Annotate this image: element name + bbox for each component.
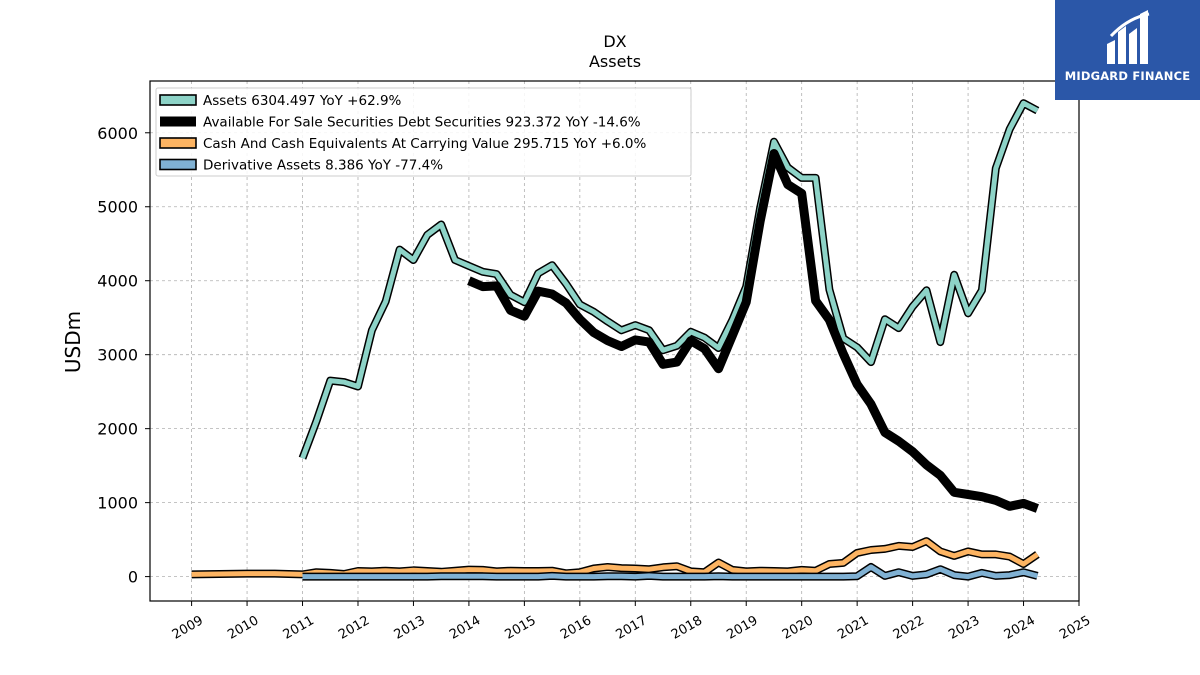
x-tick-label: 2011 — [281, 613, 317, 643]
x-tick-label: 2022 — [891, 613, 927, 643]
y-tick-label: 2000 — [97, 420, 138, 439]
series-line-derivative-assets — [302, 564, 1039, 580]
y-tick-label: 3000 — [97, 346, 138, 365]
series-line-available-for-sale-securities-debt-securities — [467, 149, 1039, 513]
y-tick-label: 4000 — [97, 272, 138, 291]
y-axis-label: USDm — [61, 311, 85, 373]
x-tick-label: 2021 — [835, 613, 871, 643]
x-tick-label: 2019 — [724, 613, 760, 643]
series-line-assets — [300, 100, 1039, 460]
x-tick-label: 2025 — [1057, 613, 1093, 643]
x-tick-label: 2009 — [170, 613, 206, 643]
x-tick-label: 2016 — [558, 613, 594, 643]
y-tick-label: 5000 — [97, 198, 138, 217]
brand-logo: MIDGARD FINANCE — [1055, 0, 1200, 100]
legend: Assets 6304.497 YoY +62.9% Available For … — [155, 87, 692, 177]
chart-title: DX — [603, 32, 626, 51]
x-tick-label: 2017 — [613, 613, 649, 643]
series-line-cash-and-cash-equivalents-at-carrying-value — [191, 538, 1039, 577]
plot-frame — [149, 80, 1080, 602]
y-axis-ticks: 0 1000 2000 3000 4000 5000 6000 — [97, 124, 150, 587]
logo-text: MIDGARD FINANCE — [1064, 69, 1191, 83]
x-tick-label: 2024 — [1002, 613, 1038, 643]
x-tick-label: 2010 — [225, 613, 261, 643]
legend-label-cash-and-cash-equivalents-at-carrying-value: Cash And Cash Equivalents At Carrying Va… — [203, 136, 647, 152]
legend-swatch-derivative-assets — [159, 158, 197, 171]
y-tick-label: 1000 — [97, 494, 138, 513]
x-tick-label: 2018 — [669, 613, 705, 643]
x-tick-label: 2013 — [392, 613, 428, 643]
x-tick-label: 2015 — [503, 613, 539, 643]
x-tick-label: 2014 — [447, 613, 483, 643]
legend-swatch-cash-and-cash-equivalents-at-carrying-value — [159, 137, 197, 149]
series-lines — [191, 99, 1040, 581]
legend-label-available-for-sale-securities-debt-securities: Available For Sale Securities Debt Secur… — [203, 115, 641, 131]
y-tick-label: 6000 — [97, 124, 138, 143]
x-tick-label: 2023 — [946, 613, 982, 643]
logo-mark-icon — [1107, 10, 1150, 64]
x-axis-ticks: 2009 2010 2011 2012 2013 2014 2015 2016 2017 2018… — [170, 601, 1093, 643]
legend-label-derivative-assets: Derivative Assets 8.386 YoY -77.4% — [203, 158, 443, 174]
legend-swatch-available-for-sale-securities-debt-securities — [160, 116, 196, 127]
chart-subtitle: Assets — [589, 52, 641, 71]
legend-swatch-assets — [159, 94, 197, 106]
y-tick-label: 0 — [128, 568, 138, 587]
x-tick-label: 2012 — [336, 613, 372, 643]
legend-label-assets: Assets 6304.497 YoY +62.9% — [203, 93, 402, 109]
legend-box — [155, 87, 692, 177]
x-tick-label: 2020 — [780, 613, 816, 643]
